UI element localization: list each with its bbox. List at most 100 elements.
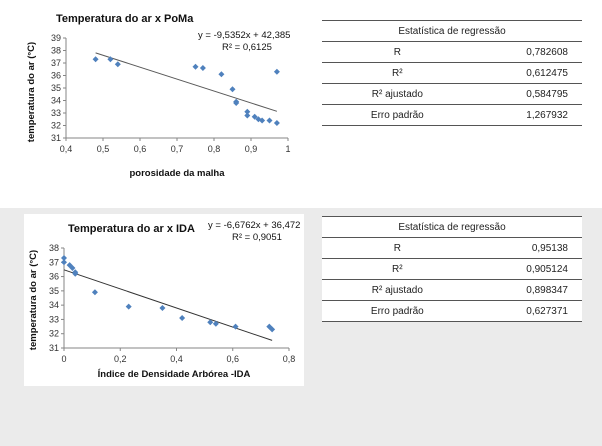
y-tick-label: 32 [49,329,59,339]
data-point [212,320,219,327]
y-axis-title: temperatura do ar (°C) [26,42,37,142]
data-point [244,112,251,119]
data-point [107,56,114,63]
row-value: 0,612475 [472,62,582,84]
chart-ida-panel: Temperatura do ar x IDA y = -6,6762x + 3… [24,214,304,386]
row-label: R² [322,258,473,280]
data-point [229,86,236,93]
data-point [72,270,79,277]
x-tick-label: 0,4 [170,354,183,364]
row-label: R² [322,62,473,84]
table-row: Erro padrão 1,267932 [322,104,582,126]
x-tick-label: 0,7 [171,144,184,154]
y-tick-label: 36 [51,71,61,81]
x-tick-label: 0,6 [226,354,239,364]
y-tick-label: 31 [49,343,59,353]
trendline-equation: y = -6,6762x + 36,472 [208,220,300,231]
trendline-equation: y = -9,5352x + 42,385 [198,30,290,41]
chart-ida: Temperatura do ar x IDA y = -6,6762x + 3… [28,220,300,380]
regression-table-ida: Estatística de regressão R 0,95138 R² 0,90… [322,216,582,322]
data-point [179,315,186,321]
table-row: R 0,95138 [322,237,582,259]
regression-table-poma: Estatística de regressão R 0,782608 R² 0,6… [322,20,582,126]
row-label: R² ajustado [322,279,473,301]
y-tick-label: 36 [49,272,59,282]
data-point [259,117,266,124]
x-tick-label: 1 [285,144,290,154]
row-value: 0,898347 [472,279,582,301]
data-point [199,65,206,71]
x-tick-label: 0,4 [60,144,73,154]
data-point [233,100,240,106]
plot-area: 31 32 33 34 35 36 37 38 0 0,2 0,4 0,6 0,8 [49,243,295,364]
y-tick-label: 37 [49,257,59,267]
y-tick-label: 34 [51,96,61,106]
y-tick-label: 38 [51,46,61,56]
chart-poma: Temperatura do ar x PoMa y = -9,5352x + … [26,13,291,179]
data-point [273,120,280,126]
x-tick-label: 0,2 [114,354,127,364]
x-tick-label: 0 [61,354,66,364]
row-value: 1,267932 [472,104,582,126]
row-value: 0,905124 [472,258,582,280]
data-point [114,61,121,68]
trendline-r2: R² = 0,9051 [232,232,282,243]
row-value: 0,627371 [472,300,582,322]
chart-title: Temperatura do ar x PoMa [56,13,194,25]
x-tick-label: 0,8 [283,354,296,364]
row-value: 0,584795 [472,83,582,105]
data-point [91,289,98,296]
table-row: Erro padrão 0,627371 [322,300,582,322]
data-point [244,108,251,115]
y-tick-label: 34 [49,300,59,310]
row-label: R² ajustado [322,83,473,105]
x-axis-title: Índice de Densidade Arbórea -IDA [98,369,251,380]
data-point [207,319,214,326]
row-label: R [322,41,473,63]
row-label: R [322,237,473,259]
data-point [232,323,239,330]
row-label: Erro padrão [322,300,473,322]
trendline [63,269,273,341]
x-tick-label: 0,6 [134,144,147,154]
table-title: Estatística de regressão [322,216,582,238]
table-row: R² ajustado 0,584795 [322,83,582,105]
chart-poma-panel: Temperatura do ar x PoMa y = -9,5352x + … [18,4,300,184]
x-tick-label: 0,5 [97,144,110,154]
x-axis-title: porosidade da malha [129,168,225,179]
y-tick-label: 35 [51,83,61,93]
table-row: R² ajustado 0,898347 [322,279,582,301]
y-tick-label: 35 [49,286,59,296]
trendline [95,52,278,112]
chart-title: Temperatura do ar x IDA [68,223,195,235]
y-tick-label: 33 [51,108,61,118]
data-point [61,259,67,266]
data-point [251,113,258,120]
data-point [273,68,280,75]
data-point [125,303,132,310]
table-row: R² 0,905124 [322,258,582,280]
row-value: 0,782608 [472,41,582,63]
data-point [159,305,166,311]
table-row: R 0,782608 [322,41,582,63]
row-label: Erro padrão [322,104,473,126]
data-point [61,255,67,261]
y-tick-label: 37 [51,58,61,68]
plot-area: 31 32 33 34 35 36 37 38 39 0,4 0,5 0,6 0,7 0,8 0,9 1 [51,33,291,154]
row-value: 0,95138 [472,237,582,259]
y-tick-label: 33 [49,314,59,324]
y-tick-label: 32 [51,121,61,131]
data-point [266,117,273,124]
table-row: R² 0,612475 [322,62,582,84]
table-title: Estatística de regressão [322,20,582,42]
data-point [69,265,76,271]
y-tick-label: 39 [51,33,61,43]
data-point [192,63,199,70]
data-point [269,326,276,333]
x-tick-label: 0,9 [245,144,258,154]
data-point [92,56,99,63]
data-point [218,71,225,78]
y-axis-title: temperatura do ar (°C) [28,250,39,350]
y-tick-label: 38 [49,243,59,253]
trendline-r2: R² = 0,6125 [222,42,272,53]
